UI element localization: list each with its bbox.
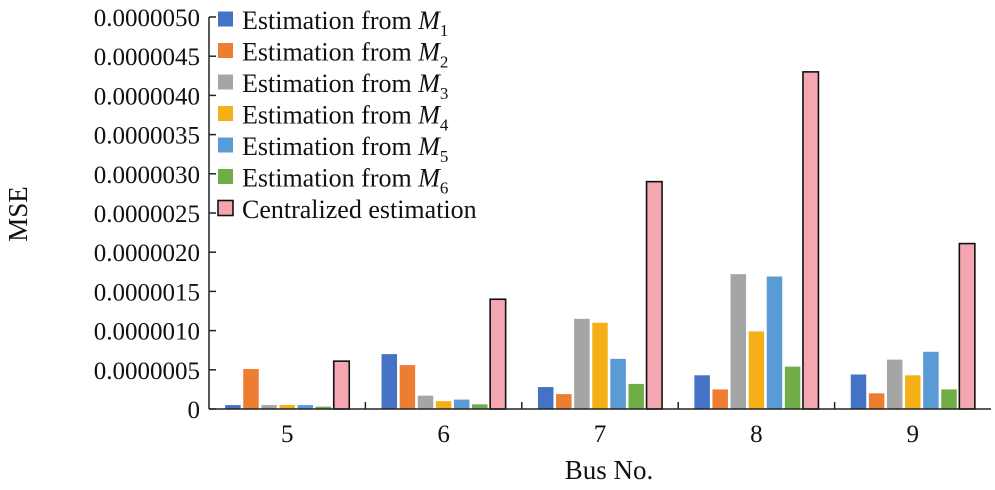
legend-label: Estimation from M2 xyxy=(242,38,448,72)
bar xyxy=(435,401,452,409)
legend-label-subscript: 1 xyxy=(440,21,449,40)
y-tick-label: 0.0000015 xyxy=(94,279,200,306)
y-axis-title-group: MSE xyxy=(3,186,33,242)
legend-label-prefix: Centralized estimation xyxy=(242,195,477,224)
x-axis-title: Bus No. xyxy=(565,455,654,485)
bar xyxy=(332,360,351,410)
bar xyxy=(730,274,747,409)
bar xyxy=(941,389,957,409)
x-tick-label: 9 xyxy=(907,421,920,448)
bar xyxy=(261,405,277,409)
legend-label-prefix: Estimation from xyxy=(242,132,418,161)
legend-label-symbol: M xyxy=(417,164,441,193)
bar xyxy=(556,394,572,409)
bar xyxy=(592,322,608,409)
legend-swatch xyxy=(218,74,233,90)
y-tick-label: 0 xyxy=(188,397,201,424)
bar xyxy=(645,180,663,410)
bar xyxy=(279,405,295,409)
legend-label: Estimation from M3 xyxy=(242,69,448,103)
bar xyxy=(958,242,976,410)
legend-swatch xyxy=(218,137,233,153)
bar xyxy=(923,351,939,409)
y-tick-label: 0.0000035 xyxy=(94,123,200,150)
legend-label-prefix: Estimation from xyxy=(242,101,418,130)
y-tick-label: 0.0000040 xyxy=(94,83,200,110)
x-tick-label: 8 xyxy=(750,421,763,448)
bar xyxy=(766,276,783,409)
legend-label-symbol: M xyxy=(417,101,441,130)
legend-label-subscript: 5 xyxy=(440,147,449,166)
legend-label-subscript: 2 xyxy=(440,53,449,72)
legend-label-symbol: M xyxy=(417,132,441,161)
bar xyxy=(850,374,867,409)
bar xyxy=(748,331,765,409)
bars xyxy=(225,71,976,410)
bar xyxy=(610,358,626,409)
legend-label-symbol: M xyxy=(417,69,441,98)
bar xyxy=(472,404,488,409)
legend-swatch xyxy=(218,169,233,184)
bar xyxy=(225,405,241,409)
bar xyxy=(712,389,728,409)
bar xyxy=(574,318,590,409)
legend-label: Estimation from M5 xyxy=(242,132,448,166)
legend-swatch xyxy=(218,106,233,121)
y-axis-title: MSE xyxy=(3,186,33,242)
bar xyxy=(417,395,434,409)
bar xyxy=(297,405,314,409)
legend-swatch xyxy=(218,11,233,27)
legend-swatch xyxy=(217,199,234,217)
axes xyxy=(208,17,991,410)
bar xyxy=(784,366,801,409)
legend-label: Centralized estimation xyxy=(242,195,477,224)
bar xyxy=(315,406,332,409)
x-tick-label: 7 xyxy=(594,421,607,448)
legend-label: Estimation from M6 xyxy=(242,164,448,198)
y-tick-label: 0.0000030 xyxy=(94,162,200,189)
bar xyxy=(537,387,554,409)
legend-label-symbol: M xyxy=(417,6,441,35)
bar xyxy=(628,383,644,409)
legend-label-prefix: Estimation from xyxy=(242,69,418,98)
bar xyxy=(243,369,259,409)
y-tick-label: 0.0000025 xyxy=(94,201,200,228)
bar xyxy=(489,298,507,410)
y-tick-label: 0.0000045 xyxy=(94,44,200,71)
y-axis-ticks: 0 0.0000005 0.0000010 0.0000015 0.0000020 0.0… xyxy=(94,5,216,424)
legend-label-prefix: Estimation from xyxy=(242,6,418,35)
bar xyxy=(802,71,820,410)
bar xyxy=(886,359,903,409)
legend-label-prefix: Estimation from xyxy=(242,38,418,67)
legend-label: Estimation from M4 xyxy=(242,101,449,135)
y-tick-label: 0.0000010 xyxy=(94,319,200,346)
bar xyxy=(453,399,470,409)
legend-label: Estimation from M1 xyxy=(242,6,448,40)
bar xyxy=(868,393,885,409)
legend-label-subscript: 4 xyxy=(440,116,449,135)
legend-label-subscript: 6 xyxy=(440,179,449,198)
bar xyxy=(694,375,710,409)
legend-label-subscript: 3 xyxy=(440,84,449,103)
legend-swatch xyxy=(218,43,233,58)
y-tick-label: 0.0000050 xyxy=(94,5,200,32)
y-tick-label: 0.0000020 xyxy=(94,240,200,267)
x-axis-ticks: 5 6 7 8 9 xyxy=(281,402,919,448)
y-tick-label: 0.0000005 xyxy=(94,358,200,385)
x-tick-label: 6 xyxy=(437,421,450,448)
bar xyxy=(905,375,921,409)
legend-label-symbol: M xyxy=(417,38,441,67)
x-tick-label: 5 xyxy=(281,421,294,448)
bar xyxy=(381,354,398,409)
bar xyxy=(399,365,416,409)
legend-label-prefix: Estimation from xyxy=(242,164,418,193)
